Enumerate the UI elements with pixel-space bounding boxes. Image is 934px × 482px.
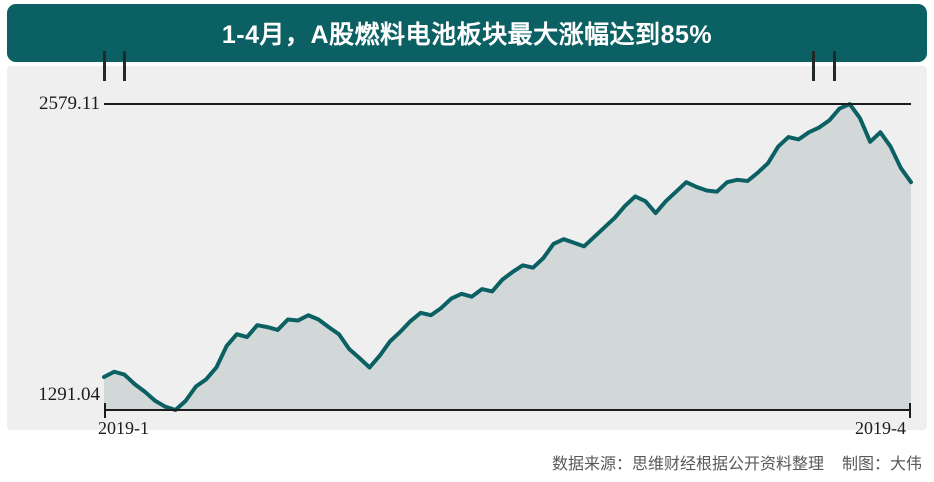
title-banner: 1-4月，A股燃料电池板块最大涨幅达到85%: [7, 4, 927, 62]
page-title: 1-4月，A股燃料电池板块最大涨幅达到85%: [221, 21, 713, 49]
top-tick-mark-3: [812, 51, 815, 81]
top-tick-mark-1: [103, 51, 106, 81]
x-axis-label-end: 2019-4: [855, 418, 906, 438]
chart-panel: [7, 66, 927, 430]
x-axis-label-start: 2019-1: [98, 418, 149, 438]
y-axis-label-min: 1291.04: [38, 384, 100, 405]
top-tick-mark-4: [833, 51, 836, 81]
footer: 数据来源：思维财经根据公开资料整理 制图：大伟: [552, 450, 922, 474]
y-axis-label-max: 2579.11: [38, 93, 100, 114]
footer-source: 数据来源：思维财经根据公开资料整理: [551, 456, 824, 473]
top-tick-mark-2: [123, 51, 126, 81]
footer-credit: 制图：大伟: [841, 456, 922, 473]
